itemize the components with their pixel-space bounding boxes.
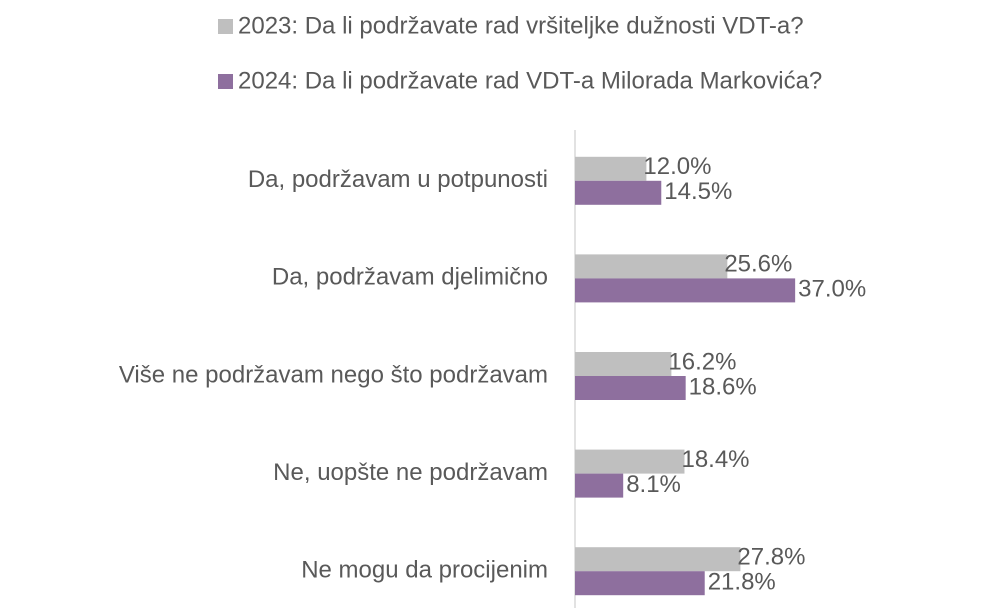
bar bbox=[575, 547, 741, 572]
bar bbox=[575, 376, 686, 400]
bar bbox=[575, 571, 705, 596]
category-label: Ne mogu da procijenim bbox=[301, 557, 548, 584]
category-label: Da, podržavam u potpunosti bbox=[248, 166, 548, 193]
bar bbox=[575, 473, 624, 498]
value-label: 14.5% bbox=[664, 178, 732, 205]
bar bbox=[575, 180, 662, 205]
value-label: 12.0% bbox=[643, 153, 711, 180]
legend-swatch bbox=[218, 19, 233, 34]
value-label: 27.8% bbox=[737, 544, 805, 571]
value-label: 18.6% bbox=[689, 373, 757, 400]
bar bbox=[575, 254, 728, 279]
bar bbox=[575, 278, 796, 303]
value-label: 25.6% bbox=[724, 251, 792, 278]
value-label: 18.4% bbox=[681, 446, 749, 473]
category-label: Ne, uopšte ne podržavam bbox=[273, 459, 548, 486]
value-label: 8.1% bbox=[626, 471, 681, 498]
bar bbox=[575, 449, 685, 474]
legend-swatch bbox=[218, 74, 233, 89]
value-label: 16.2% bbox=[668, 348, 736, 375]
value-label: 21.8% bbox=[708, 569, 776, 596]
category-label: Više ne podržavam nego što podržavam bbox=[119, 361, 548, 388]
bar bbox=[575, 156, 647, 181]
legend-label: 2024: Da li podržavate rad VDT-a Milorad… bbox=[238, 67, 822, 94]
category-label: Da, podržavam djelimično bbox=[272, 264, 548, 291]
value-label: 37.0% bbox=[798, 276, 866, 303]
legend-label: 2023: Da li podržavate rad vršiteljke du… bbox=[238, 12, 804, 39]
bar bbox=[575, 352, 672, 376]
